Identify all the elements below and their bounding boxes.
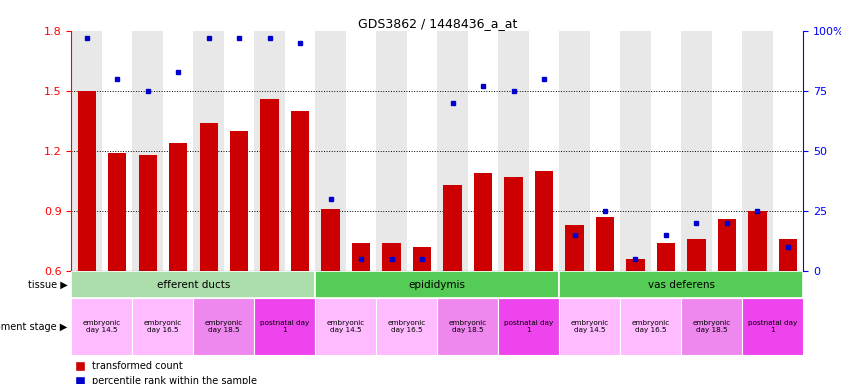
- Bar: [590, 31, 620, 271]
- Bar: [498, 298, 559, 355]
- Bar: [437, 31, 468, 271]
- Bar: [687, 239, 706, 271]
- Bar: [468, 31, 498, 271]
- Text: development stage ▶: development stage ▶: [0, 322, 67, 332]
- Bar: [315, 298, 376, 355]
- Legend: transformed count, percentile rank within the sample: transformed count, percentile rank withi…: [77, 361, 257, 384]
- Bar: [102, 31, 132, 271]
- Bar: [254, 31, 285, 271]
- Text: postnatal day
1: postnatal day 1: [748, 320, 797, 333]
- Bar: [559, 271, 803, 298]
- Text: embryonic
day 18.5: embryonic day 18.5: [205, 320, 243, 333]
- Bar: [346, 31, 376, 271]
- Bar: [230, 131, 248, 271]
- Bar: [254, 298, 315, 355]
- Text: postnatal day
1: postnatal day 1: [504, 320, 553, 333]
- Bar: [779, 239, 797, 271]
- Bar: [376, 298, 437, 355]
- Text: epididymis: epididymis: [409, 280, 466, 290]
- Bar: [77, 91, 96, 271]
- Bar: [620, 31, 651, 271]
- Bar: [657, 243, 675, 271]
- Bar: [315, 271, 559, 298]
- Bar: [443, 185, 462, 271]
- Text: postnatal day
1: postnatal day 1: [260, 320, 309, 333]
- Text: tissue ▶: tissue ▶: [28, 280, 67, 290]
- Bar: [473, 173, 492, 271]
- Bar: [627, 259, 644, 271]
- Bar: [139, 155, 156, 271]
- Bar: [193, 298, 254, 355]
- Text: efferent ducts: efferent ducts: [156, 280, 230, 290]
- Bar: [498, 31, 529, 271]
- Bar: [291, 111, 309, 271]
- Bar: [437, 298, 498, 355]
- Bar: [199, 123, 218, 271]
- Bar: [352, 243, 370, 271]
- Bar: [321, 209, 340, 271]
- Bar: [224, 31, 254, 271]
- Text: embryonic
day 14.5: embryonic day 14.5: [83, 320, 121, 333]
- Text: embryonic
day 18.5: embryonic day 18.5: [449, 320, 487, 333]
- Text: embryonic
day 18.5: embryonic day 18.5: [693, 320, 731, 333]
- Bar: [565, 225, 584, 271]
- Bar: [681, 298, 742, 355]
- Text: embryonic
day 16.5: embryonic day 16.5: [632, 320, 669, 333]
- Bar: [71, 298, 132, 355]
- Bar: [681, 31, 711, 271]
- Bar: [108, 153, 126, 271]
- Bar: [193, 31, 224, 271]
- Bar: [535, 171, 553, 271]
- Bar: [383, 243, 400, 271]
- Bar: [742, 298, 803, 355]
- Title: GDS3862 / 1448436_a_at: GDS3862 / 1448436_a_at: [357, 17, 517, 30]
- Bar: [376, 31, 407, 271]
- Bar: [651, 31, 681, 271]
- Bar: [529, 31, 559, 271]
- Text: embryonic
day 14.5: embryonic day 14.5: [571, 320, 609, 333]
- Bar: [71, 271, 315, 298]
- Bar: [620, 298, 681, 355]
- Text: embryonic
day 16.5: embryonic day 16.5: [388, 320, 426, 333]
- Bar: [559, 298, 620, 355]
- Bar: [773, 31, 803, 271]
- Bar: [748, 211, 766, 271]
- Text: embryonic
day 16.5: embryonic day 16.5: [144, 320, 182, 333]
- Bar: [711, 31, 742, 271]
- Bar: [169, 143, 188, 271]
- Bar: [132, 298, 193, 355]
- Bar: [407, 31, 437, 271]
- Bar: [413, 247, 431, 271]
- Bar: [261, 99, 278, 271]
- Bar: [505, 177, 522, 271]
- Bar: [71, 31, 102, 271]
- Bar: [595, 217, 614, 271]
- Bar: [559, 31, 590, 271]
- Bar: [742, 31, 773, 271]
- Text: embryonic
day 14.5: embryonic day 14.5: [327, 320, 365, 333]
- Bar: [132, 31, 163, 271]
- Text: vas deferens: vas deferens: [648, 280, 715, 290]
- Bar: [717, 219, 736, 271]
- Bar: [315, 31, 346, 271]
- Bar: [285, 31, 315, 271]
- Bar: [163, 31, 193, 271]
